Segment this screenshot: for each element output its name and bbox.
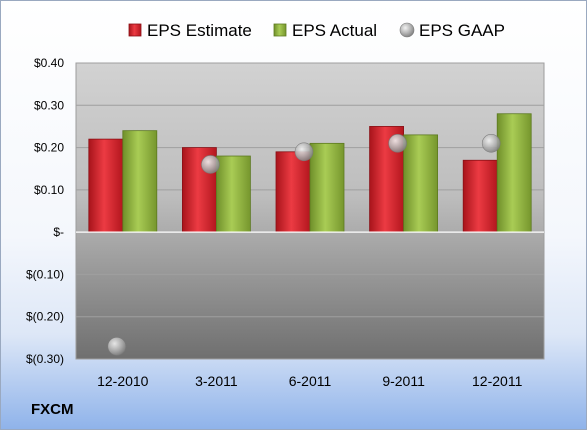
y-tick-label: $0.10 bbox=[34, 183, 64, 197]
legend-swatch-gaap bbox=[399, 22, 415, 38]
actual-bar-12-2011 bbox=[496, 113, 532, 233]
gaap-point-6-2011 bbox=[294, 142, 314, 162]
y-tick-label: $(0.30) bbox=[26, 352, 64, 366]
y-tick-label: $0.40 bbox=[34, 56, 64, 70]
y-axis: $0.40 $0.30 $0.20 $0.10 $- $(0.10) $(0.20) $(0.… bbox=[26, 56, 64, 366]
y-tick-label: $(0.20) bbox=[26, 310, 64, 324]
actual-bar-3-2011 bbox=[215, 155, 251, 233]
ticker-symbol: FXCM bbox=[31, 401, 74, 418]
x-tick-label: 3-2011 bbox=[195, 373, 238, 389]
legend: EPS Estimate EPS Actual EPS GAAP bbox=[128, 21, 505, 40]
estimate-bar-3-2011 bbox=[181, 147, 217, 233]
legend-swatch-actual bbox=[273, 23, 287, 37]
gaap-point-9-2011 bbox=[388, 134, 407, 153]
y-tick-label: $0.30 bbox=[34, 98, 64, 112]
y-tick-label: $0.20 bbox=[34, 141, 64, 155]
gaap-point-12-2010 bbox=[107, 337, 127, 356]
x-tick-label: 12-2010 bbox=[97, 373, 149, 389]
x-tick-label: 6-2011 bbox=[289, 373, 332, 389]
estimate-bar-6-2011 bbox=[275, 151, 311, 233]
legend-label: EPS Actual bbox=[292, 21, 377, 40]
gaap-point-3-2011 bbox=[201, 155, 220, 174]
bars bbox=[88, 113, 532, 233]
gaap-points bbox=[107, 134, 501, 356]
x-axis: 12-2010 3-2011 6-2011 9-2011 12-2011 bbox=[97, 373, 522, 389]
legend-swatch-estimate bbox=[128, 23, 142, 37]
estimate-bar-12-2011 bbox=[462, 159, 498, 233]
actual-bar-6-2011 bbox=[309, 142, 345, 233]
actual-bar-12-2010 bbox=[122, 130, 158, 233]
legend-label: EPS GAAP bbox=[419, 21, 505, 40]
actual-bar-9-2011 bbox=[403, 134, 439, 233]
x-tick-label: 12-2011 bbox=[472, 373, 523, 389]
y-tick-label: $(0.10) bbox=[26, 267, 64, 281]
gridlines bbox=[76, 62, 544, 360]
gaap-point-12-2011 bbox=[481, 134, 501, 153]
y-tick-label: $- bbox=[53, 225, 64, 239]
estimate-bar-12-2010 bbox=[88, 138, 124, 233]
x-tick-label: 9-2011 bbox=[382, 373, 425, 389]
legend-label: EPS Estimate bbox=[147, 21, 252, 40]
